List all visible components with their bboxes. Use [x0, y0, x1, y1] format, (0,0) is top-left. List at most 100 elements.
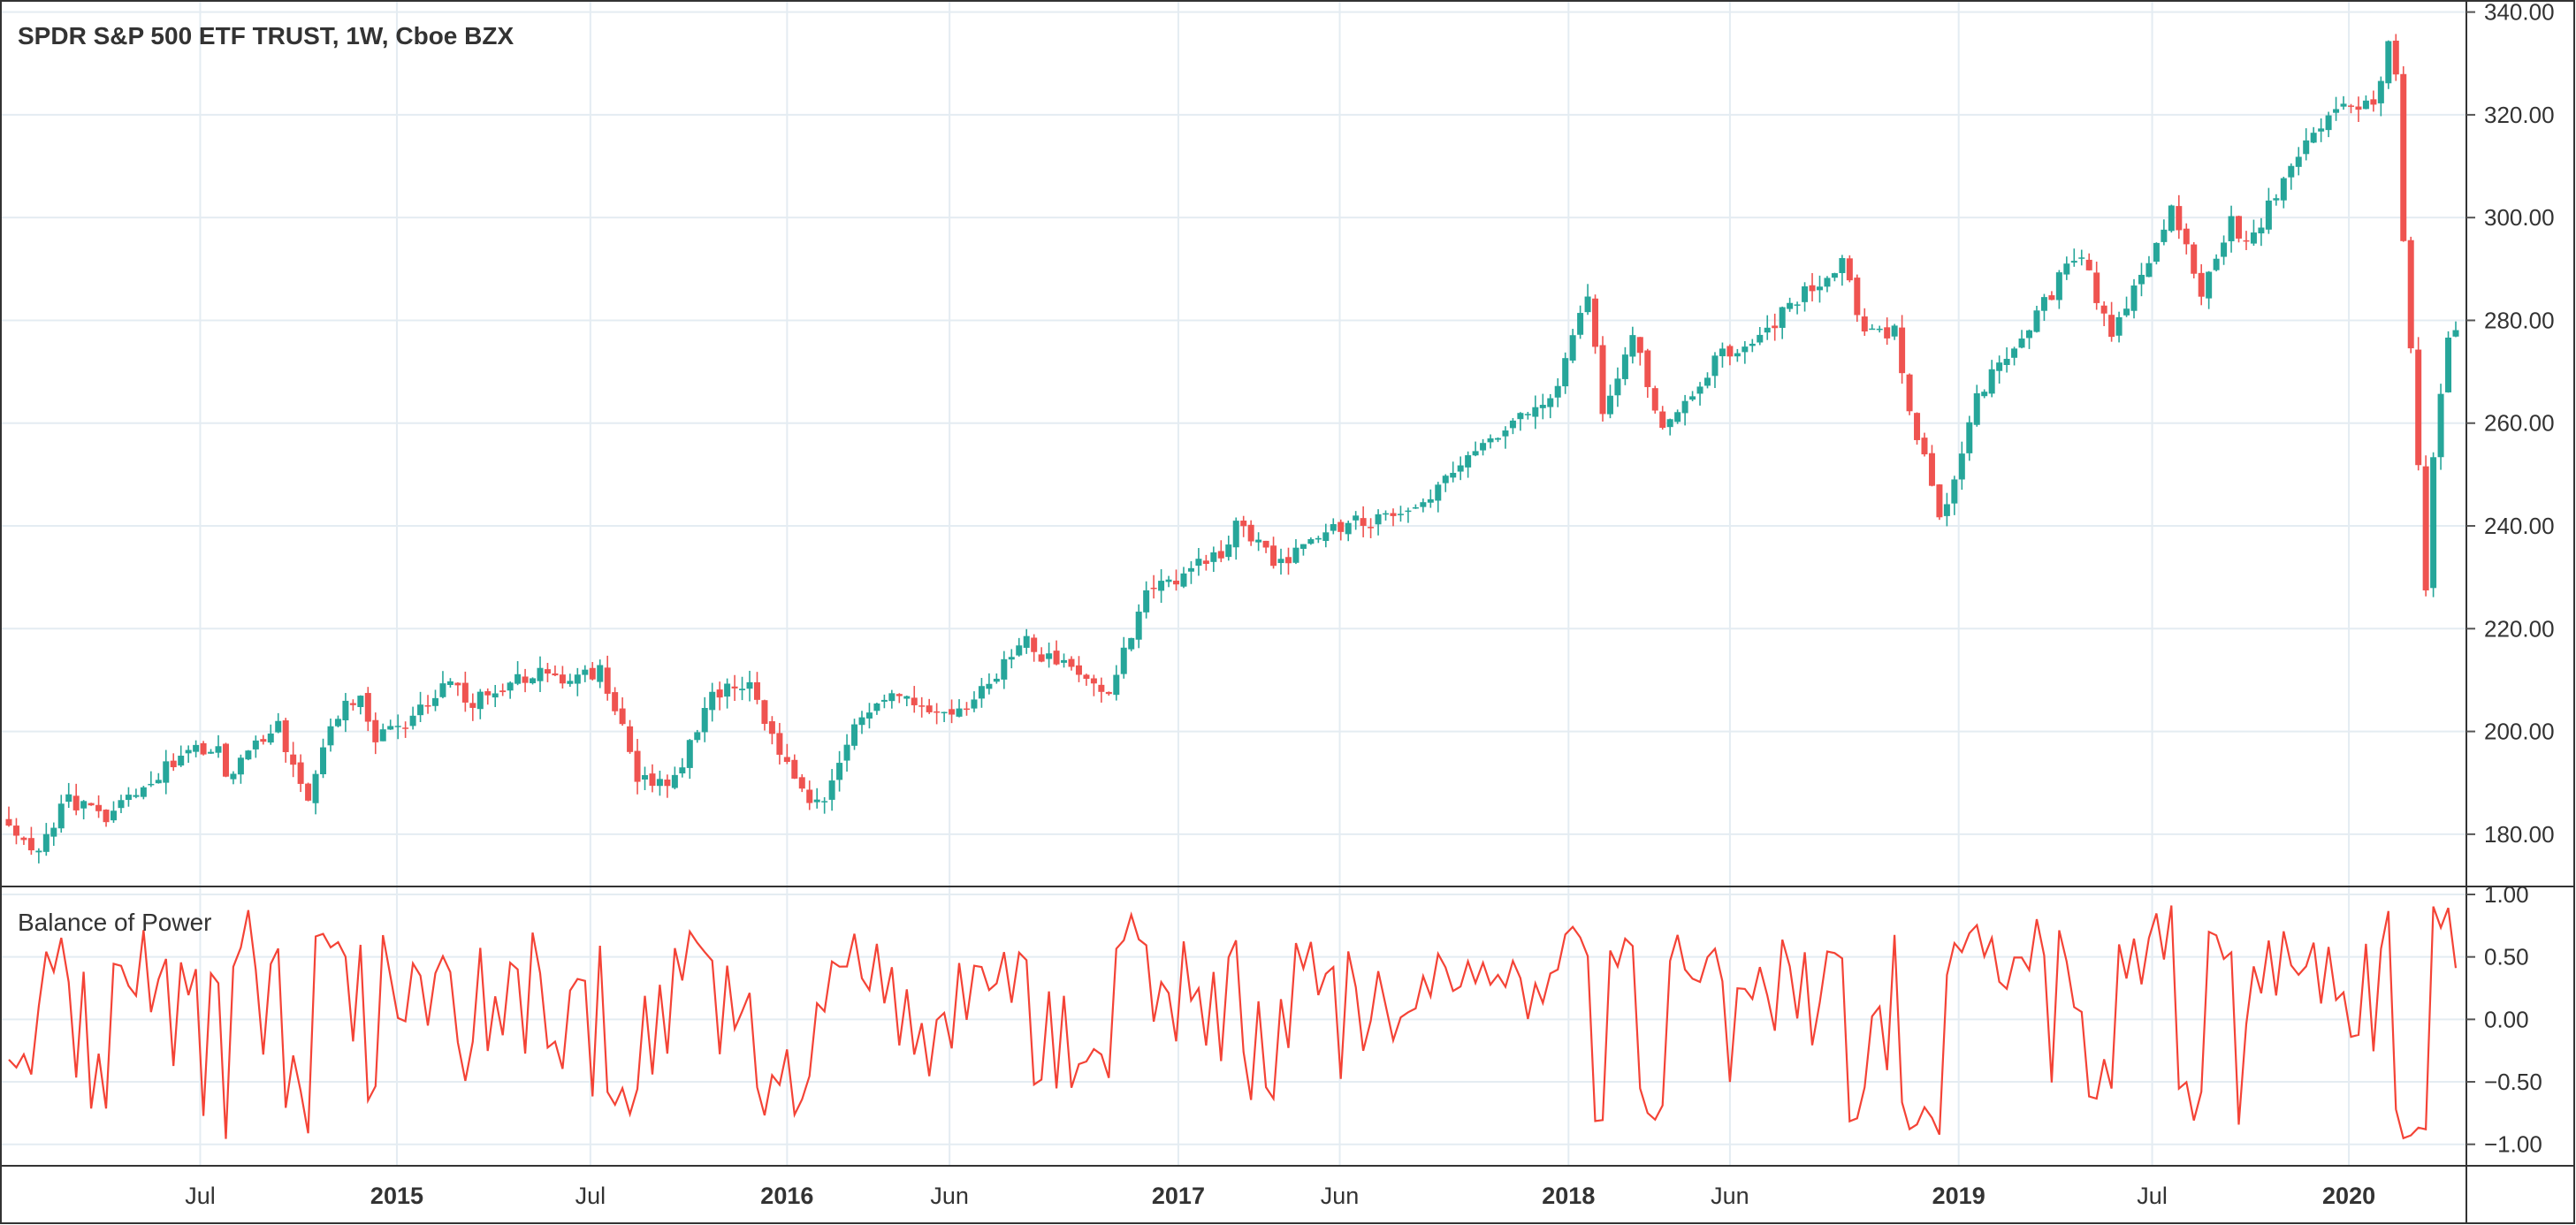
price-candle — [439, 671, 446, 699]
price-tick-label: 240.00 — [2484, 513, 2555, 539]
price-candle — [746, 670, 753, 702]
price-candle — [27, 826, 34, 856]
price-candle — [103, 809, 110, 827]
price-candle — [492, 685, 499, 708]
price-candle — [1636, 337, 1643, 366]
price-candle — [1487, 434, 1494, 449]
price-candle — [567, 673, 574, 688]
bop-series-line — [8, 905, 2458, 1140]
price-candle — [1689, 391, 1696, 402]
price-candle — [642, 766, 649, 790]
time-tick-label: 2017 — [1152, 1183, 1205, 1209]
price-candle — [1143, 581, 1150, 619]
price-candle — [865, 703, 873, 729]
price-candle — [1158, 569, 1165, 604]
bop-tick-label: −0.50 — [2484, 1069, 2542, 1095]
price-candle — [1644, 348, 1651, 399]
chart-title: SPDR S&P 500 ETF TRUST, 1W, Cboe BZX — [18, 22, 514, 49]
price-candle — [2085, 253, 2092, 271]
price-candle — [1854, 274, 1861, 323]
price-candle — [2048, 291, 2055, 301]
price-candle — [1360, 506, 1367, 537]
price-candle — [2145, 255, 2153, 278]
price-candle — [1120, 636, 1127, 679]
price-candle — [1802, 282, 1809, 312]
price-candle — [140, 786, 147, 800]
price-candle — [72, 783, 80, 816]
price-candle — [1180, 567, 1187, 589]
price-candle — [1495, 437, 1502, 443]
price-candle — [2415, 337, 2422, 471]
price-candle — [1824, 276, 1831, 293]
price-candle — [1046, 643, 1053, 668]
price-candle — [612, 687, 619, 716]
price-candle — [476, 689, 484, 719]
price-candle — [2183, 223, 2190, 255]
price-candle — [267, 724, 274, 745]
price-candle — [1891, 323, 1898, 340]
price-candle — [20, 836, 27, 845]
price-candle — [2108, 301, 2115, 342]
price-candle — [1001, 651, 1008, 689]
price-candle — [1038, 647, 1045, 663]
price-candle — [2303, 128, 2310, 161]
price-tick-label: 280.00 — [2484, 307, 2555, 333]
price-candle — [1562, 352, 1569, 394]
price-candle — [2325, 111, 2332, 138]
price-candle — [963, 702, 970, 716]
price-candle — [806, 780, 813, 810]
price-candle — [798, 773, 805, 793]
price-candle — [163, 749, 170, 795]
price-candle — [1606, 384, 1613, 419]
price-candle — [537, 656, 544, 693]
price-candle — [791, 754, 798, 780]
price-candle — [1719, 342, 1726, 368]
price-candle — [1061, 653, 1068, 668]
price-candle — [1016, 637, 1023, 657]
price-candle — [402, 721, 409, 738]
price-candle — [597, 659, 604, 689]
price-candle — [1899, 315, 1906, 384]
price-candle — [716, 681, 723, 711]
price-candle — [1764, 315, 1771, 340]
price-candle — [544, 663, 551, 682]
price-candle — [1195, 548, 1202, 576]
price-candle — [1787, 297, 1794, 312]
price-candle — [469, 693, 476, 721]
price-candle — [1150, 574, 1157, 599]
price-candle — [2295, 147, 2302, 176]
price-candle — [2213, 254, 2220, 272]
price-candle — [1659, 406, 1666, 430]
price-candle — [828, 769, 835, 811]
price-candle — [1996, 355, 2003, 384]
price-candle — [1322, 523, 1330, 548]
price-candle — [2063, 256, 2070, 280]
price-candle — [2093, 262, 2100, 310]
price-candle — [1412, 504, 1419, 509]
price-candle — [1405, 507, 1412, 523]
price-candle — [903, 695, 911, 707]
price-candle — [686, 739, 693, 780]
price-candle — [1779, 306, 1786, 339]
bop-tick-label: 0.00 — [2484, 1006, 2529, 1032]
price-candle — [656, 770, 663, 796]
time-tick-label: 2015 — [370, 1183, 423, 1209]
price-candle — [260, 734, 267, 745]
price-candle — [1083, 673, 1090, 686]
price-candle — [783, 743, 790, 765]
price-candle — [1726, 344, 1734, 366]
price-candle — [461, 671, 469, 712]
price-candle — [1936, 483, 1943, 521]
price-candle — [95, 795, 103, 818]
price-candle — [1284, 547, 1292, 575]
price-candle — [514, 661, 522, 686]
price-candle — [2236, 215, 2243, 243]
bop-tick-label: 1.00 — [2484, 881, 2529, 908]
price-candle — [2228, 205, 2235, 253]
price-candle — [1614, 367, 1621, 407]
price-candle — [1307, 536, 1315, 545]
price-candle — [342, 693, 349, 733]
price-candle — [1023, 628, 1030, 654]
price-candle — [2318, 118, 2325, 142]
